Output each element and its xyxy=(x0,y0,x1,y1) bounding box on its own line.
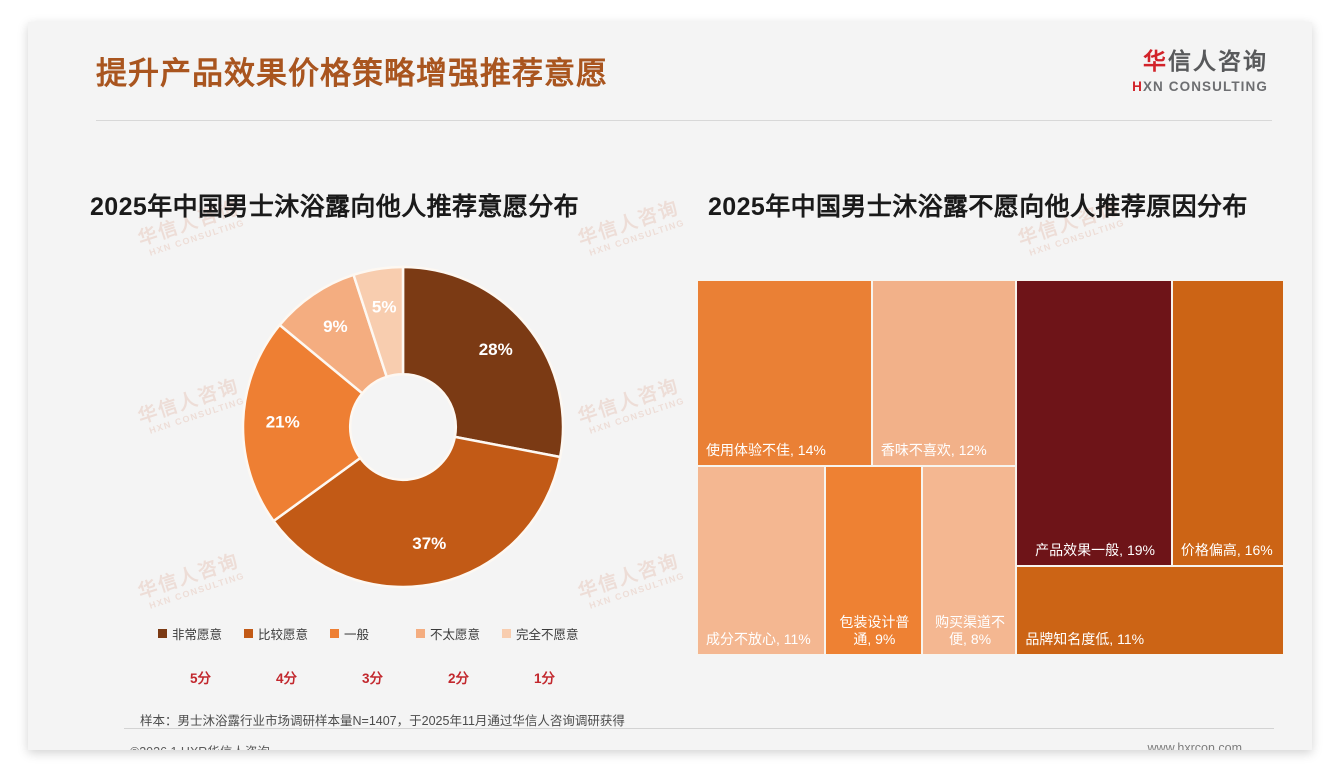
watermark-en: HXN CONSULTING xyxy=(1027,217,1126,258)
donut-slice[interactable] xyxy=(401,265,565,459)
treemap-cell-label: 购买渠道不便, 8% xyxy=(935,613,1006,647)
legend-label: 非常愿意 xyxy=(172,628,223,642)
treemap-cell[interactable]: 成分不放心, 11% xyxy=(697,465,825,655)
watermark-cn: 华信人咨询 xyxy=(575,550,683,604)
logo-english-text: HXN CONSULTING xyxy=(1132,80,1268,94)
treemap-cell[interactable]: 包装设计普通, 9% xyxy=(824,465,922,655)
donut-slice[interactable] xyxy=(271,435,562,589)
treemap-cell[interactable]: 使用体验不佳, 14% xyxy=(697,280,872,466)
footer-divider xyxy=(124,728,1274,729)
donut-score-row: 5分 4分 3分 2分 1分 xyxy=(158,667,668,687)
watermark-cn: 华信人咨询 xyxy=(575,375,683,429)
logo-en-rest: XN CONSULTING xyxy=(1142,79,1268,94)
treemap-cell-label: 价格偏高, 16% xyxy=(1180,542,1273,559)
website-url: www.hxrcon.com xyxy=(1147,741,1242,750)
donut-slice-label: 5% xyxy=(372,298,397,317)
treemap-chart-title: 2025年中国男士沐浴露不愿向他人推荐原因分布 xyxy=(708,193,1248,221)
legend-swatch-icon xyxy=(502,629,511,638)
watermark-en: HXN CONSULTING xyxy=(587,395,686,436)
copyright-text: ©2026.1 HXR华信人咨询 xyxy=(130,741,270,750)
header-divider xyxy=(96,120,1272,121)
watermark: 华信人咨询 HXN CONSULTING xyxy=(576,376,686,437)
treemap-cell-label: 包装设计普通, 9% xyxy=(839,613,910,647)
legend-score-label: 4分 xyxy=(276,671,298,686)
watermark-cn: 华信人咨询 xyxy=(575,197,683,251)
legend-item[interactable]: 不太愿意 xyxy=(416,624,502,643)
treemap-cell[interactable]: 香味不喜欢, 12% xyxy=(871,280,1017,466)
legend-score-label: 2分 xyxy=(448,671,470,686)
donut-slice[interactable] xyxy=(351,265,405,379)
logo-chinese-text: 华信人咨询 xyxy=(1132,50,1268,73)
legend-item[interactable]: 非常愿意 xyxy=(158,624,244,643)
legend-label: 不太愿意 xyxy=(430,628,481,642)
treemap-cell-label: 品牌知名度低, 11% xyxy=(1025,630,1145,647)
donut-slice[interactable] xyxy=(241,323,365,523)
logo-cn-rest: 信人咨询 xyxy=(1168,48,1268,74)
watermark-en: HXN CONSULTING xyxy=(587,217,686,258)
source-note: 样本：男士沐浴露行业市场调研样本量N=1407，于2025年11月通过华信人咨询… xyxy=(140,714,625,728)
legend-item[interactable]: 完全不愿意 xyxy=(502,624,598,643)
treemap-cell[interactable]: 品牌知名度低, 11% xyxy=(1016,566,1284,655)
legend-swatch-icon xyxy=(416,629,425,638)
legend-label: 完全不愿意 xyxy=(516,628,579,642)
watermark-cn: 华信人咨询 xyxy=(135,375,243,429)
donut-slice-label: 37% xyxy=(412,534,446,553)
treemap-cell[interactable]: 价格偏高, 16% xyxy=(1171,280,1284,567)
watermark-en: HXN CONSULTING xyxy=(587,570,686,611)
donut-slice-label: 9% xyxy=(323,317,348,336)
legend-score-label: 3分 xyxy=(362,671,384,686)
legend-swatch-icon xyxy=(330,629,339,638)
page-title: 提升产品效果价格策略增强推荐意愿 xyxy=(96,56,608,91)
legend-score-label: 5分 xyxy=(190,671,212,686)
watermark: 华信人咨询 HXN CONSULTING xyxy=(576,551,686,612)
recommend-willingness-donut: 28% 37% 21% 9% 5% xyxy=(228,252,578,602)
legend-label: 比较愿意 xyxy=(258,628,309,642)
treemap-cell-label: 成分不放心, 11% xyxy=(706,630,811,647)
treemap-cell-label: 香味不喜欢, 12% xyxy=(880,441,987,458)
legend-label: 一般 xyxy=(344,628,370,642)
treemap-cell[interactable]: 购买渠道不便, 8% xyxy=(921,465,1017,655)
treemap-cell[interactable]: 产品效果一般, 19% xyxy=(1016,280,1172,567)
logo-en-accent: H xyxy=(1132,79,1143,94)
watermark: 华信人咨询 HXN CONSULTING xyxy=(576,198,686,259)
legend-score-label: 1分 xyxy=(534,671,556,686)
donut-legend: 非常愿意 比较愿意 一般 不太愿意 完全不愿意 xyxy=(158,624,668,643)
slide-canvas: 华信人咨询 HXN CONSULTING 华信人咨询 HXN CONSULTIN… xyxy=(28,22,1312,750)
brand-logo: 华信人咨询 HXN CONSULTING xyxy=(1132,50,1268,94)
logo-cn-accent: 华 xyxy=(1143,48,1168,74)
donut-chart-title: 2025年中国男士沐浴露向他人推荐意愿分布 xyxy=(90,193,580,221)
treemap-cell-label: 使用体验不佳, 14% xyxy=(706,441,826,458)
watermark-cn: 华信人咨询 xyxy=(135,550,243,604)
donut-slice-label: 21% xyxy=(266,413,300,432)
legend-item[interactable]: 比较愿意 xyxy=(244,624,330,643)
treemap-cell-label: 产品效果一般, 19% xyxy=(1035,542,1155,559)
legend-item[interactable]: 一般 xyxy=(330,624,416,643)
unwilling-reasons-treemap: 使用体验不佳, 14% 香味不喜欢, 12% 成分不放心, 11% 包装设计普通, 9… xyxy=(697,280,1284,655)
slide-header: 提升产品效果价格策略增强推荐意愿 华信人咨询 HXN CONSULTING xyxy=(28,22,1312,122)
donut-svg: 28% 37% 21% 9% 5% xyxy=(241,265,565,589)
donut-slice-label: 28% xyxy=(479,340,513,359)
legend-swatch-icon xyxy=(244,629,253,638)
legend-swatch-icon xyxy=(158,629,167,638)
